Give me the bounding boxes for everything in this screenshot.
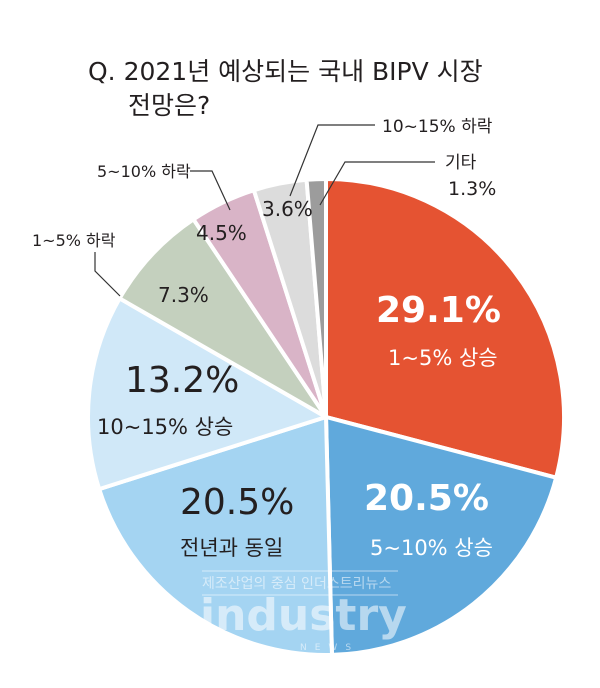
label-name-3: 10~15% 상승 bbox=[97, 415, 233, 439]
pie-slice-7 bbox=[304, 176, 328, 418]
leader-line-1-5-down bbox=[94, 252, 121, 297]
label-value-0: 29.1% bbox=[376, 290, 501, 331]
leader-lines bbox=[94, 124, 435, 297]
pie-slice-0 bbox=[324, 176, 566, 481]
leader-line-10-15-down bbox=[289, 124, 375, 197]
chart-title-line1: Q. 2021년 예상되는 국내 BIPV 시장 bbox=[88, 57, 483, 86]
leader-line-other bbox=[319, 161, 435, 206]
label-value-7: 1.3% bbox=[448, 178, 496, 200]
label-value-6: 3.6% bbox=[262, 197, 313, 221]
watermark-tagline: 제조산업의 중심 인더스트리뉴스 bbox=[202, 576, 391, 592]
chart-title-line2: 전망은? bbox=[128, 91, 210, 120]
watermark-brand: industry bbox=[200, 590, 407, 641]
label-name-6: 10~15% 하락 bbox=[382, 117, 493, 137]
label-value-4: 7.3% bbox=[158, 283, 209, 307]
label-name-1: 5~10% 상승 bbox=[370, 536, 493, 560]
watermark-sub: NEWS bbox=[300, 643, 359, 653]
label-value-1: 20.5% bbox=[364, 478, 489, 519]
label-value-3: 13.2% bbox=[125, 360, 239, 401]
label-name-2: 전년과 동일 bbox=[180, 536, 283, 560]
pie-slice-4 bbox=[116, 216, 328, 419]
label-value-5: 4.5% bbox=[196, 221, 247, 245]
pie-slice-3 bbox=[86, 295, 331, 492]
watermark: 제조산업의 중심 인더스트리뉴스 industry NEWS bbox=[200, 570, 407, 653]
label-value-2: 20.5% bbox=[180, 482, 294, 523]
label-name-7: 기타 bbox=[445, 153, 477, 173]
label-name-4: 1~5% 하락 bbox=[32, 231, 116, 250]
label-name-0: 1~5% 상승 bbox=[388, 346, 498, 370]
label-name-5: 5~10% 하락 bbox=[97, 162, 191, 181]
leader-line-5-10-down bbox=[190, 170, 231, 211]
